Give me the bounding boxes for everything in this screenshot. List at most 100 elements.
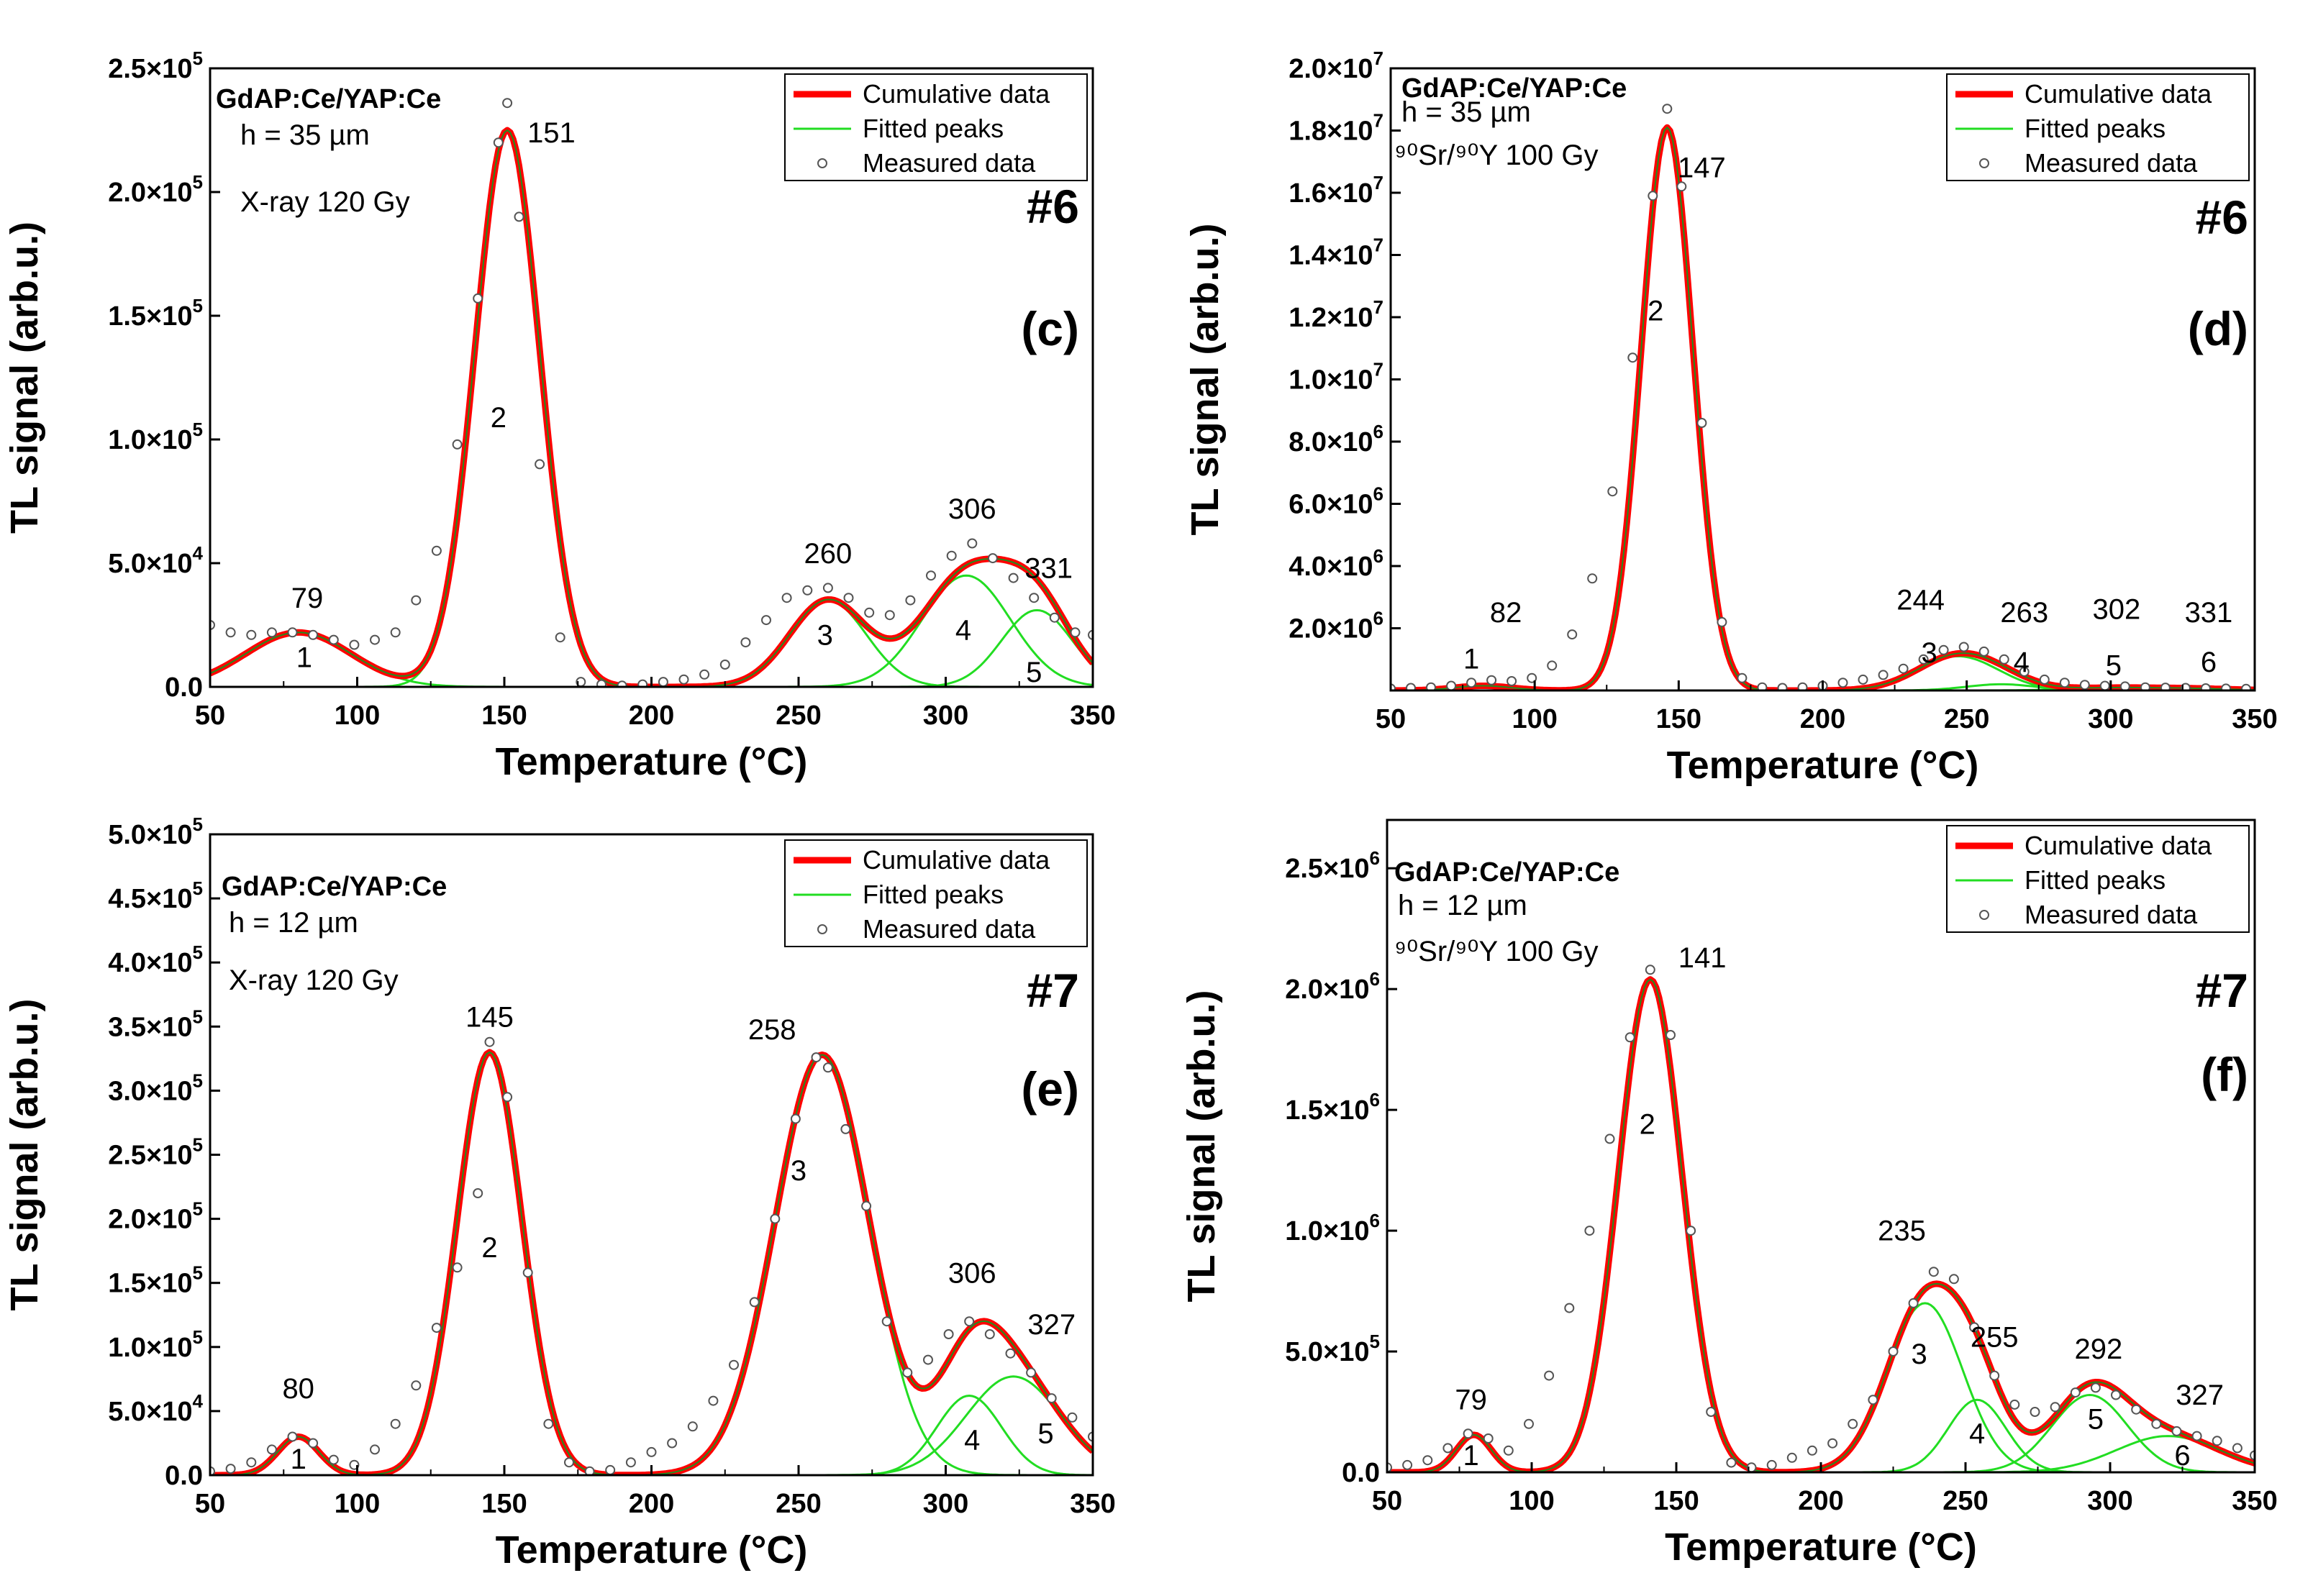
measured-point <box>411 595 422 606</box>
measured-point <box>431 1323 442 1333</box>
measured-point <box>1567 629 1578 640</box>
x-axis-label-unit: (°C) <box>738 740 808 783</box>
measured-point <box>884 610 895 621</box>
measured-point <box>1527 672 1537 683</box>
measured-point <box>667 1438 678 1449</box>
measured-point <box>287 1431 298 1442</box>
measured-point <box>1026 1367 1037 1378</box>
x-tick-label: 150 <box>1656 704 1701 734</box>
x-axis-label-text: Temperature <box>1665 1526 1897 1569</box>
measured-point <box>2221 683 2231 690</box>
measured-point <box>308 1438 319 1449</box>
measured-point <box>2171 1426 2182 1436</box>
measured-point <box>2059 678 2070 688</box>
legend-label-fitted: Fitted peaks <box>2025 865 2166 895</box>
measured-point <box>1717 616 1727 627</box>
y-tick-exponent: 5 <box>193 813 203 835</box>
cumulative-curve <box>1387 976 2255 1472</box>
measured-point <box>881 1316 892 1327</box>
measured-point <box>1868 1395 1878 1405</box>
peak-temperature-label: 263 <box>2000 597 2048 629</box>
y-tick-exponent: 6 <box>1370 847 1380 869</box>
peak-number-label: 4 <box>964 1424 980 1456</box>
measured-point <box>802 585 813 596</box>
measured-point <box>308 629 319 640</box>
y-tick-base: 1.5×10 <box>108 301 192 332</box>
measured-point <box>266 1444 277 1455</box>
peak-number-label: 3 <box>791 1155 806 1187</box>
x-tick-label: 200 <box>629 1489 674 1519</box>
legend-label-measured: Measured data <box>863 914 1036 944</box>
measured-point <box>790 1113 801 1124</box>
sample-number: #7 <box>1027 964 1079 1017</box>
y-tick-base: 0.0 <box>1342 1458 1380 1488</box>
measured-point <box>1070 627 1081 638</box>
measured-point <box>2191 1431 2202 1441</box>
x-tick-label: 250 <box>1942 1486 1988 1516</box>
x-tick-label: 350 <box>1070 1489 1115 1519</box>
measured-point <box>2090 1382 2101 1393</box>
x-axis-label: Temperature (°C) <box>496 740 808 783</box>
legend: Cumulative data Fitted peaks Measured data <box>1946 73 2250 181</box>
x-tick-label: 50 <box>195 1489 225 1519</box>
measured-point <box>2241 683 2251 690</box>
measured-point <box>1607 486 1618 497</box>
x-axis-label-unit: (°C) <box>738 1528 808 1572</box>
measured-point <box>1422 1455 1433 1466</box>
x-tick-label: 300 <box>2087 1486 2132 1516</box>
legend-label-cumulative: Cumulative data <box>863 845 1050 875</box>
measured-point <box>1442 1443 1453 1454</box>
peak-temperature-label: 145 <box>465 1001 514 1033</box>
measured-point <box>1807 1445 1817 1456</box>
measured-point <box>1928 1267 1939 1277</box>
measured-point <box>1686 1226 1696 1236</box>
x-tick-label: 200 <box>1798 1486 1843 1516</box>
measured-point <box>984 1329 995 1339</box>
measured-point <box>1446 680 1457 690</box>
y-tick-exponent: 6 <box>1373 421 1383 442</box>
measured-point <box>473 293 483 304</box>
x-axis-label: Temperature (°C) <box>1665 1526 1977 1569</box>
y-tick-base: 2.0×10 <box>108 178 192 208</box>
legend: Cumulative data Fitted peaks Measured data <box>1946 825 2250 933</box>
irradiation-label: ⁹⁰Sr/⁹⁰Y 100 Gy <box>1394 140 1598 171</box>
peak-temperature-label: 151 <box>527 117 576 149</box>
y-tick-label: 3.5×105 <box>108 1006 203 1042</box>
measured-point <box>1645 965 1655 975</box>
x-tick-label: 150 <box>481 701 527 731</box>
y-tick-exponent: 7 <box>1373 172 1383 193</box>
x-tick-label: 350 <box>2232 704 2277 734</box>
measured-point <box>473 1188 483 1198</box>
chart-panel-f: 50 100 150 200 250 300 3500.05.0×1051.0×1061.5… <box>1180 818 2278 1569</box>
irradiation-label: X-ray 120 Gy <box>229 965 399 996</box>
measured-point <box>637 679 648 687</box>
y-tick-label: 1.5×105 <box>108 295 203 332</box>
y-tick-base: 2.0×10 <box>108 1205 192 1235</box>
peak-number-label: 2 <box>491 402 506 434</box>
peak-temperature-label: 331 <box>2185 597 2233 629</box>
measured-point <box>266 627 277 638</box>
peak-temperature-label: 258 <box>748 1014 796 1046</box>
peak-temperature-label: 235 <box>1878 1216 1926 1247</box>
measured-point <box>514 211 524 222</box>
measured-point <box>1726 1457 1737 1468</box>
y-tick-exponent: 7 <box>1373 110 1383 132</box>
peak-number-label: 5 <box>1026 657 1042 688</box>
measured-point <box>502 1092 513 1103</box>
legend-swatch-measured <box>817 924 827 934</box>
measured-point <box>1978 646 1989 657</box>
y-tick-base: 1.0×10 <box>108 425 192 455</box>
measured-point <box>584 1466 595 1475</box>
y-tick-label: 1.5×105 <box>108 1262 203 1299</box>
measured-point <box>617 680 627 687</box>
measured-point <box>564 1457 574 1468</box>
measured-point <box>1757 682 1768 690</box>
peak-number-label: 5 <box>2088 1404 2104 1436</box>
y-tick-base: 2.5×10 <box>108 1141 192 1171</box>
peak-number-label: 4 <box>1969 1418 1985 1450</box>
measured-point <box>411 1380 422 1391</box>
measured-point <box>1888 1346 1899 1356</box>
y-tick-base: 1.0×10 <box>108 1333 192 1363</box>
legend-label-measured: Measured data <box>863 148 1036 178</box>
peak-number-label: 5 <box>2106 649 2122 681</box>
